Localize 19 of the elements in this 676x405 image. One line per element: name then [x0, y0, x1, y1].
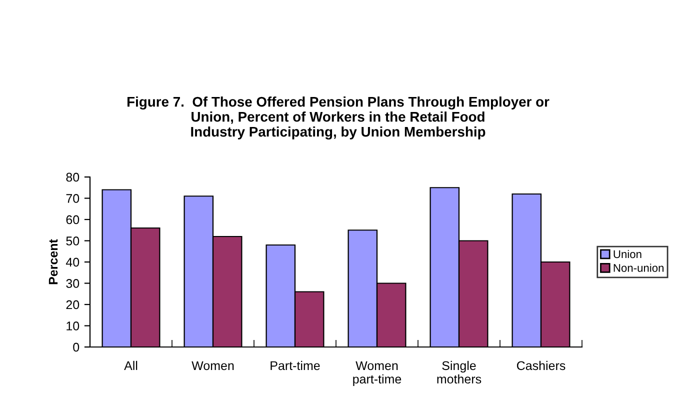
y-tick-label: 0: [73, 342, 80, 352]
legend-label: Union: [614, 250, 642, 258]
y-tick-label: 80: [66, 172, 80, 182]
y-tick-label: 20: [66, 300, 80, 310]
x-tick-label: All: [124, 360, 138, 370]
chart-title: Figure 7. Of Those Offered Pension Plans Through Employer or Union, Percent of Workers in the Retail Food Industry Participating, by Union Membership: [127, 96, 550, 140]
y-axis-title: Percent: [48, 239, 58, 284]
y-tick-label: 70: [66, 194, 80, 203]
x-tick-label: Women part-time: [353, 361, 402, 386]
x-tick-label: Cashiers: [516, 360, 566, 370]
y-tick-label: 30: [66, 279, 80, 288]
x-tick-label: Part-time: [270, 360, 320, 370]
legend-label: Non-union: [614, 264, 664, 272]
y-tick-label: 40: [66, 258, 80, 267]
x-tick-label: Women: [192, 361, 234, 370]
y-tick-label: 50: [66, 236, 80, 246]
y-tick-label: 60: [66, 215, 80, 224]
x-tick-label: Single mothers: [437, 360, 482, 384]
y-tick-label: 10: [66, 322, 80, 330]
